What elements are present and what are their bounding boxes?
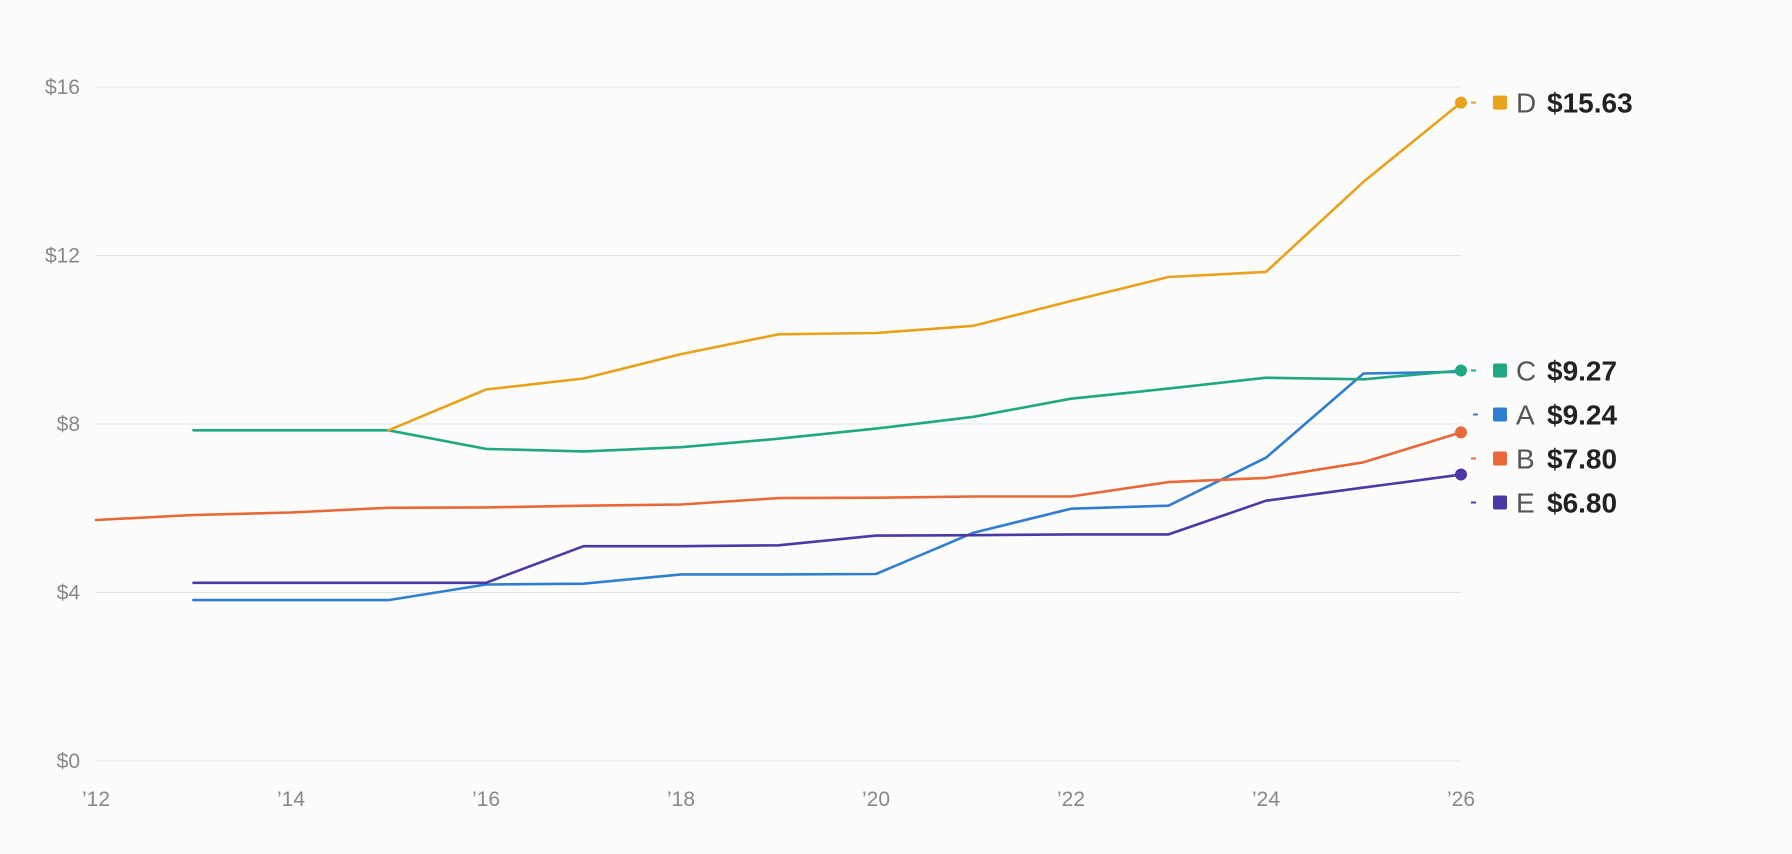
- series-lines: [94, 96, 1467, 602]
- legend-name-c: C: [1516, 356, 1536, 387]
- y-tick-label: $16: [45, 76, 80, 99]
- series-line-c: [192, 369, 1463, 453]
- series-line-e: [192, 473, 1463, 585]
- series-line-b: [94, 431, 1463, 522]
- end-point-b: [1455, 426, 1467, 439]
- x-tick-label: ’16: [472, 788, 500, 811]
- legend-name-a: A: [1516, 400, 1535, 431]
- x-tick-label: ’26: [1447, 788, 1475, 811]
- y-tick-label: $4: [57, 582, 81, 605]
- legend-name-e: E: [1516, 488, 1535, 519]
- y-tick-label: $12: [45, 245, 80, 268]
- legend-swatch-a: [1493, 407, 1507, 422]
- legend-value-c: $9.27: [1547, 356, 1617, 387]
- y-tick-label: $8: [57, 413, 80, 436]
- legend-swatch-b: [1493, 451, 1507, 466]
- grid-lines: [96, 86, 1461, 762]
- legend-name-d: D: [1516, 88, 1536, 119]
- series-line-d: [387, 101, 1463, 432]
- legend-swatch-c: [1493, 363, 1507, 378]
- series-line-a: [192, 370, 1463, 602]
- legend-value-e: $6.80: [1547, 488, 1617, 519]
- x-tick-label: ’24: [1252, 788, 1280, 811]
- end-point-e: [1455, 468, 1467, 481]
- y-tick-label: $0: [57, 750, 80, 773]
- end-point-d: [1455, 96, 1467, 109]
- legend-value-a: $9.24: [1547, 400, 1617, 431]
- y-axis: $0 $4 $8 $12 $16: [45, 76, 80, 773]
- x-tick-label: ’12: [82, 788, 110, 811]
- legend-swatch-d: [1493, 95, 1507, 110]
- legend-value-d: $15.63: [1547, 88, 1633, 119]
- x-tick-label: ’18: [667, 788, 695, 811]
- x-tick-label: ’22: [1057, 788, 1085, 811]
- x-axis: ’12 ’14 ’16 ’18 ’20 ’22 ’24 ’26: [82, 788, 1475, 811]
- legend-swatch-e: [1493, 495, 1507, 510]
- legend-value-b: $7.80: [1547, 444, 1617, 475]
- x-tick-label: ’14: [277, 788, 305, 811]
- end-point-c: [1455, 364, 1467, 377]
- x-tick-label: ’20: [862, 788, 890, 811]
- end-labels-legend: D $15.63 C $9.27 A $9.24 B $7.80 E $6.80: [1471, 88, 1633, 519]
- legend-name-b: B: [1516, 444, 1535, 475]
